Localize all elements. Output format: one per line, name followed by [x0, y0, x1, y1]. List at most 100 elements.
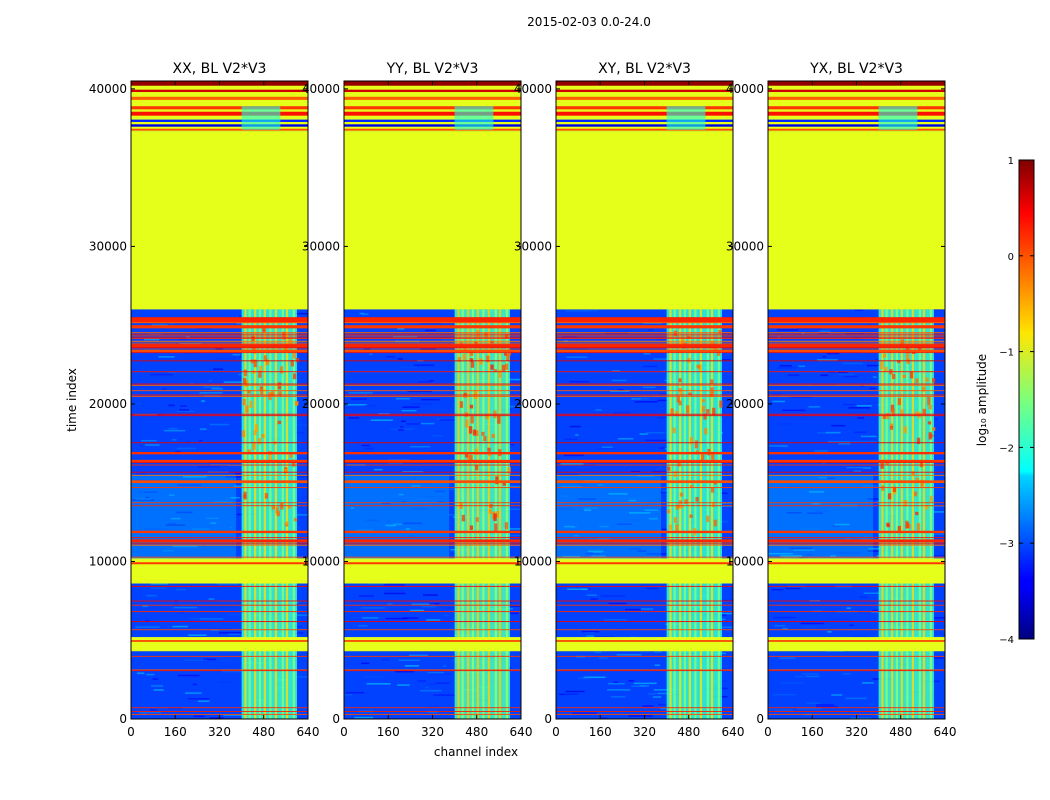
rfi-blob: [880, 463, 884, 469]
rfi-row: [768, 335, 945, 337]
rfi-row: [131, 337, 308, 339]
rfi-row: [556, 333, 733, 335]
panel-title: YY, BL V2*V3: [386, 61, 479, 77]
noise-speckle: [168, 427, 178, 430]
rfi-stripe: [717, 309, 721, 719]
y-tick-label: 10000: [514, 554, 552, 568]
rfi-row: [344, 384, 521, 386]
noise-speckle: [800, 528, 822, 530]
noise-speckle: [616, 523, 632, 525]
noise-speckle: [776, 367, 797, 369]
noise-speckle: [867, 364, 888, 367]
rfi-blob: [284, 468, 288, 473]
x-tick-label: 160: [377, 725, 400, 739]
noise-speckle: [868, 547, 880, 550]
panel-0: XX, BL V2*V3 0 160 320 480 640 0 10000 20000 3000…: [89, 61, 320, 739]
rfi-stripe: [929, 309, 933, 719]
noise-speckle: [804, 625, 817, 628]
noise-speckle: [586, 635, 594, 637]
rfi-row: [131, 360, 308, 362]
noise-speckle: [409, 609, 425, 612]
rfi-blob: [468, 426, 473, 434]
rfi-row-strong: [131, 349, 308, 352]
rfi-blob: [287, 505, 292, 509]
top-stripe: [131, 119, 308, 122]
noise-speckle: [174, 451, 181, 453]
rfi-row: [768, 670, 945, 672]
rfi-blob: [253, 359, 257, 368]
rfi-blob: [673, 471, 678, 478]
noise-speckle: [290, 475, 308, 478]
panel-heatmap: [768, 81, 945, 719]
rfi-blob: [677, 460, 681, 467]
rfi-stripe: [683, 309, 686, 719]
x-tick-label: 320: [845, 725, 868, 739]
noise-speckle: [409, 654, 429, 657]
rfi-blob: [291, 459, 296, 467]
noise-speckle: [599, 545, 607, 548]
rfi-blob: [880, 361, 884, 370]
noise-speckle: [185, 692, 202, 694]
rfi-blob: [690, 484, 694, 488]
colorbar: 1 0 −1 −2 −3 −4: [999, 156, 1035, 646]
noise-speckle: [808, 406, 820, 408]
noise-speckle: [225, 476, 243, 478]
rfi-blob: [884, 366, 888, 372]
rfi-row: [768, 352, 945, 354]
rfi-row: [131, 322, 308, 324]
noise-speckle: [505, 612, 519, 615]
noise-speckle: [192, 479, 206, 481]
noise-speckle: [806, 702, 821, 705]
noise-speckle: [383, 584, 405, 586]
noise-speckle: [581, 588, 588, 591]
noise-speckle: [646, 587, 659, 590]
noise-speckle: [608, 493, 628, 495]
rfi-row: [768, 471, 945, 473]
rfi-row: [556, 487, 733, 489]
noise-speckle: [860, 435, 877, 438]
noise-speckle: [381, 658, 390, 661]
noise-speckle: [361, 444, 371, 447]
rfi-row: [131, 332, 308, 334]
noise-speckle: [509, 535, 521, 537]
noise-speckle: [560, 463, 584, 465]
rfi-blob: [474, 448, 479, 455]
noise-speckle: [417, 680, 427, 682]
y-tick-label: 40000: [726, 82, 764, 96]
y-tick-label: 40000: [514, 82, 552, 96]
noise-speckle: [411, 603, 435, 606]
rfi-row-strong: [131, 451, 308, 455]
noise-speckle: [642, 361, 652, 364]
y-tick-label: 30000: [514, 239, 552, 253]
noise-speckle: [933, 555, 945, 557]
rfi-blob: [706, 515, 710, 523]
rfi-row: [344, 333, 521, 335]
noise-speckle: [350, 507, 355, 509]
noise-speckle: [647, 693, 657, 695]
y-tick-label: 0: [756, 712, 764, 726]
noise-speckle: [569, 425, 581, 428]
noise-speckle: [843, 375, 858, 378]
noise-speckle: [364, 404, 377, 407]
noise-speckle: [822, 462, 826, 465]
y-tick-label: 0: [544, 712, 552, 726]
top-stripe: [768, 124, 945, 127]
noise-speckle: [138, 711, 161, 714]
rfi-row-strong: [768, 640, 945, 642]
rfi-stripe: [269, 309, 272, 719]
noise-speckle: [583, 507, 599, 509]
rfi-row: [556, 669, 733, 671]
rfi-row: [556, 629, 733, 631]
y-tick-label: 20000: [89, 397, 127, 411]
rfi-blob: [490, 340, 494, 344]
noise-speckle: [768, 446, 778, 449]
noise-speckle: [387, 520, 391, 522]
top-stripe: [768, 89, 945, 93]
noise-speckle: [201, 400, 205, 402]
rfi-row: [768, 669, 945, 671]
rfi-row: [344, 604, 521, 606]
rfi-row: [556, 713, 733, 715]
noise-speckle: [653, 358, 668, 360]
noise-speckle: [928, 635, 942, 637]
rfi-blob: [696, 364, 700, 369]
